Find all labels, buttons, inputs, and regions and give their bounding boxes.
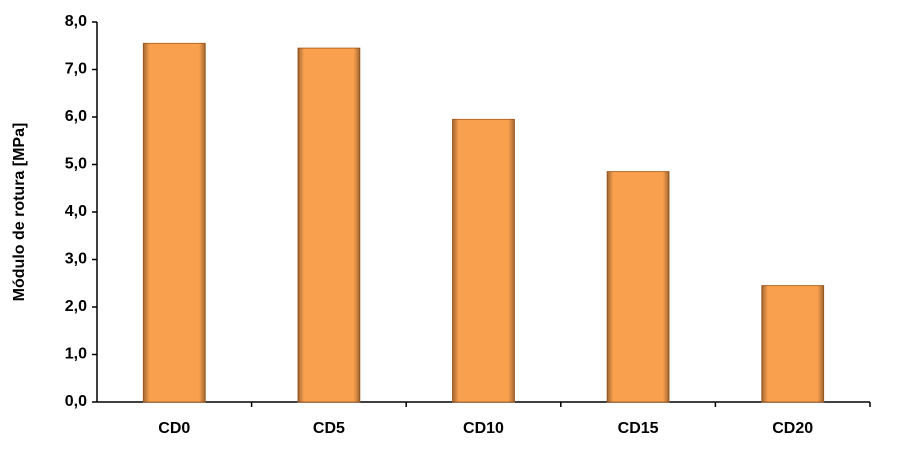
x-tick-label: CD5	[313, 420, 345, 437]
y-tick-label: 2,0	[65, 298, 87, 315]
x-tick-label: CD0	[158, 420, 190, 437]
y-tick-label: 8,0	[65, 13, 87, 30]
y-tick-label: 6,0	[65, 108, 87, 125]
y-tick-label: 1,0	[65, 346, 87, 363]
x-tick-label: CD15	[618, 420, 659, 437]
y-tick-label: 0,0	[65, 393, 87, 410]
bar-bevel	[607, 171, 670, 402]
y-tick-label: 4,0	[65, 203, 87, 220]
bar-bevel	[761, 285, 824, 402]
y-tick-label: 7,0	[65, 61, 87, 78]
bar-bevel	[297, 48, 360, 402]
y-axis-title: Módulo de rotura [MPa]	[11, 123, 28, 302]
y-tick-label: 5,0	[65, 156, 87, 173]
x-tick-label: CD20	[772, 420, 813, 437]
y-tick-label: 3,0	[65, 251, 87, 268]
bar-bevel	[143, 43, 206, 402]
bar-bevel	[452, 119, 515, 402]
x-tick-label: CD10	[463, 420, 504, 437]
